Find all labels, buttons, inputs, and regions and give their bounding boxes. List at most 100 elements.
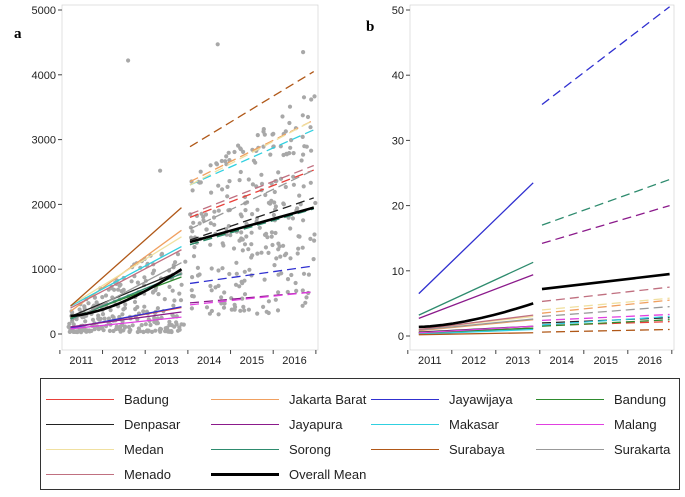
scatter-point (309, 97, 314, 102)
scatter-point (126, 58, 131, 63)
scatter-point (281, 243, 286, 248)
scatter-point (299, 158, 304, 163)
legend-label: Surakarta (614, 441, 671, 457)
line-surakarta-pre (418, 318, 534, 331)
scatter-point (271, 212, 276, 218)
scatter-point (100, 312, 106, 317)
scatter-point (142, 304, 147, 309)
scatter-point (221, 243, 226, 248)
line-medan-pre (70, 236, 182, 307)
scatter-point (192, 245, 197, 250)
scatter-point (247, 267, 252, 272)
legend-label: Jakarta Barat (289, 391, 367, 407)
scatter-point (90, 317, 96, 322)
scatter-point (141, 309, 146, 314)
scatter-point (155, 306, 160, 311)
scatter-point (274, 256, 279, 261)
scatter-point (96, 327, 101, 332)
scatter-point (283, 184, 288, 190)
scatter-point (222, 290, 227, 295)
scatter-point (216, 268, 221, 273)
line-jayapura-pre (418, 274, 534, 320)
scatter-point (261, 304, 266, 309)
scatter-point (288, 226, 293, 231)
line-menado-post (541, 286, 670, 303)
scatter-point (195, 265, 200, 270)
scatter-point (279, 271, 284, 276)
scatter-point (251, 158, 256, 163)
scatter-point (143, 322, 148, 327)
line-overall-mean-pre (418, 302, 534, 329)
scatter-point (239, 214, 244, 219)
scatter-point (190, 188, 195, 193)
scatter-point (268, 152, 273, 157)
scatter-point (275, 308, 281, 313)
panel-a-ytick-label: 0 (50, 329, 56, 341)
line-surabaya-post (189, 71, 315, 148)
scatter-point (78, 327, 83, 332)
panel-b-ytick-label: 0 (398, 331, 404, 343)
line-jayapura-pre (70, 311, 182, 328)
legend-label: Badung (124, 391, 169, 407)
scatter-point (201, 218, 206, 223)
scatter-point (239, 236, 244, 241)
scatter-point (301, 152, 306, 157)
scatter-point (242, 269, 247, 274)
scatter-point (116, 287, 121, 292)
scatter-point (276, 290, 281, 295)
panel-a-xtick-label: 2016 (282, 355, 306, 367)
panel-a-chart: 0 1000 2000 3000 4000 5000 2011 2012 2013 2014 201… (14, 4, 319, 367)
scatter-point (71, 322, 76, 327)
scatter-point (174, 320, 179, 325)
scatter-point (92, 327, 97, 332)
scatter-point (272, 189, 277, 195)
line-denpasar-pre (70, 269, 182, 318)
scatter-point (242, 308, 247, 313)
scatter-point (172, 324, 177, 329)
panel-a-xtick-label: 2015 (240, 355, 264, 367)
scatter-point (170, 288, 175, 293)
scatter-point (227, 179, 232, 184)
scatter-point (239, 230, 244, 235)
scatter-point (272, 200, 277, 205)
scatter-point (250, 182, 255, 187)
scatter-point (135, 280, 140, 285)
scatter-point (152, 315, 157, 321)
line-malang-post (189, 291, 314, 306)
legend-entry-surakarta: Surakarta (536, 439, 670, 459)
scatter-point (177, 325, 182, 330)
scatter-point (132, 299, 138, 305)
scatter-point (123, 302, 128, 307)
line-makasar-post (189, 129, 314, 186)
scatter-point (226, 150, 231, 155)
scatter-point (209, 288, 214, 293)
scatter-point (139, 323, 144, 328)
scatter-point (266, 310, 271, 316)
scatter-point (301, 184, 306, 189)
scatter-point (262, 277, 267, 282)
panel-a-ytick-label: 3000 (32, 135, 56, 147)
scatter-point (220, 187, 225, 192)
scatter-point (281, 202, 286, 207)
scatter-point (162, 297, 167, 302)
legend-label: Overall Mean (289, 466, 367, 482)
legend-swatch (211, 423, 279, 425)
scatter-point (148, 322, 153, 328)
panel-a-xtick-label: 2013 (154, 355, 178, 367)
scatter-point (126, 324, 131, 330)
scatter-point (301, 271, 307, 276)
line-malang-pre (70, 316, 182, 330)
legend-swatch (536, 423, 604, 425)
scatter-point (216, 208, 221, 213)
scatter-point (155, 321, 160, 326)
scatter-point (87, 328, 92, 333)
scatter-point (107, 328, 112, 333)
scatter-point (249, 242, 254, 247)
panel-b-xtick-label: 2013 (506, 355, 530, 367)
scatter-point (212, 209, 217, 214)
line-overall-mean-post (189, 206, 315, 244)
scatter-point (179, 322, 184, 327)
panel-b-chart: 0 10 20 30 40 50 2011 2012 2013 2014 2015 2016 b (366, 4, 675, 367)
line-overall-mean-post (541, 272, 670, 291)
scatter-point (120, 312, 125, 317)
